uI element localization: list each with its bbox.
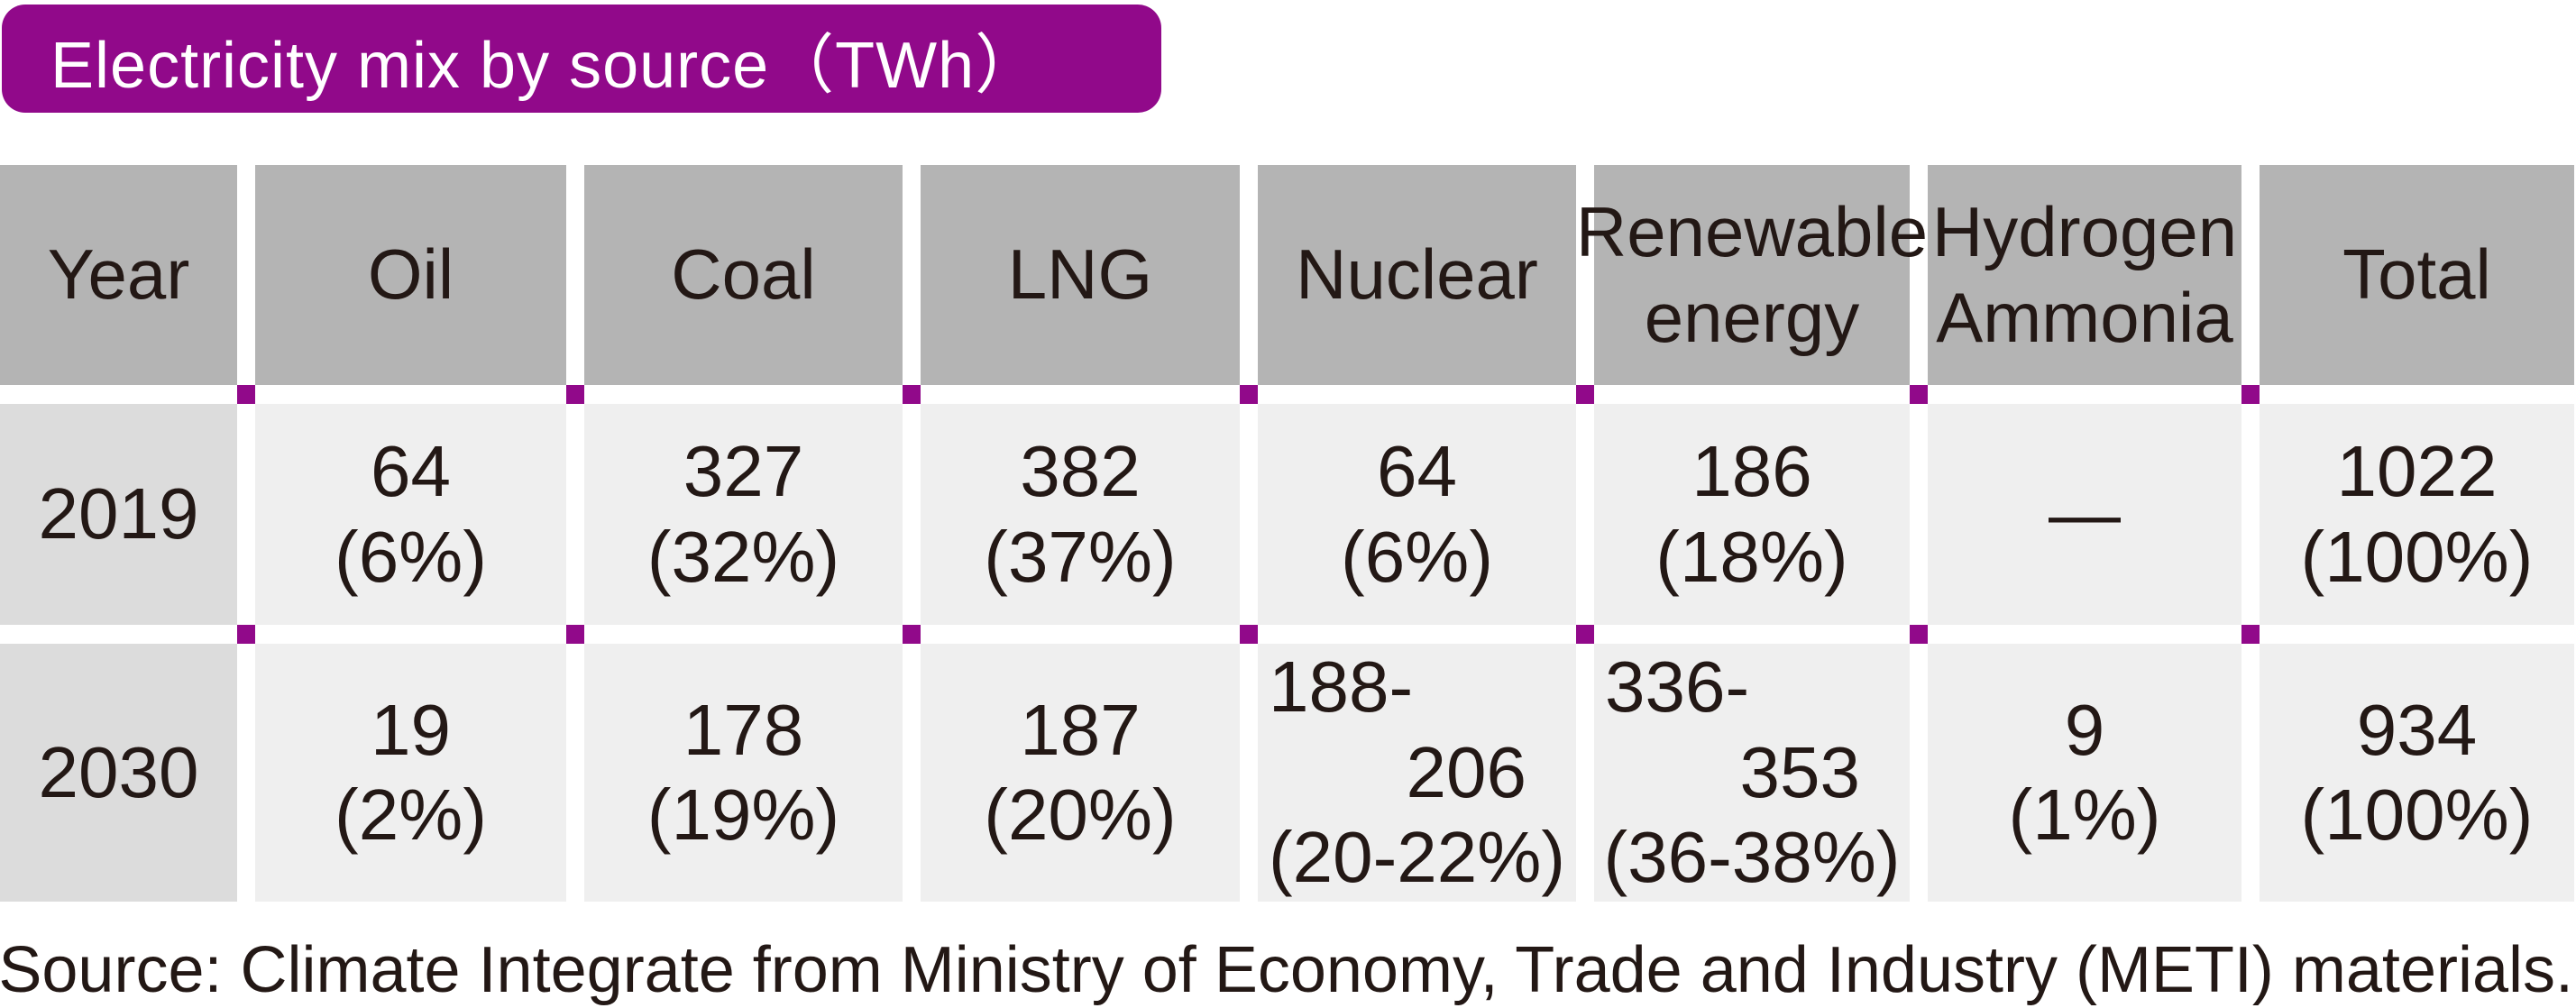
source-note: Source: Climate Integrate from Ministry … — [0, 934, 2573, 1006]
cell-line: 64 — [371, 431, 451, 512]
cell-line: (1%) — [2008, 774, 2161, 855]
cell-2019-lng: 382 (37%) — [921, 404, 1240, 625]
cell-line: (37%) — [984, 516, 1177, 597]
cell-line: (6%) — [335, 516, 487, 597]
cell-2019-oil: 64 (6%) — [255, 404, 566, 625]
cell-line: 9 — [2064, 689, 2105, 770]
cell-2019-coal: 327 (32%) — [584, 404, 903, 625]
cell-2030-nuclear: 188- 206 (20-22%) — [1258, 644, 1576, 902]
cell-2019-renewable: 186 (18%) — [1594, 404, 1910, 625]
grid-marker — [237, 385, 255, 404]
grid-marker — [1910, 625, 1928, 644]
figure-title: Electricity mix by source（TWh） — [50, 29, 1041, 102]
cell-line: (100%) — [2300, 774, 2534, 855]
cell-line: 382 — [1020, 431, 1141, 512]
header-cell-year: Year — [0, 165, 237, 385]
cell-2030-year: 2030 — [0, 644, 237, 902]
grid-marker — [2241, 385, 2260, 404]
cell-line: 187 — [1020, 689, 1141, 770]
cell-2030-coal: 178 (19%) — [584, 644, 903, 902]
cell-2019-nuclear: 64 (6%) — [1258, 404, 1576, 625]
cell-line: 64 — [1377, 431, 1457, 512]
cell-line: (36-38%) — [1603, 817, 1901, 898]
header-cell-nuclear: Nuclear — [1258, 165, 1576, 385]
cell-line: 186 — [1691, 431, 1812, 512]
cell-line: 336- — [1605, 646, 1750, 728]
cell-line: 206 — [1406, 731, 1526, 812]
header-cell-oil: Oil — [255, 165, 566, 385]
cell-line: 353 — [1739, 731, 1860, 812]
cell-line: (20-22%) — [1268, 817, 1566, 898]
grid-marker — [237, 625, 255, 644]
grid-marker — [1240, 385, 1258, 404]
cell-line-dash: — — [2049, 473, 2121, 554]
cell-2030-hydrogen: 9 (1%) — [1928, 644, 2241, 902]
cell-line: 327 — [683, 431, 804, 512]
grid-marker — [1576, 385, 1594, 404]
grid-marker — [1576, 625, 1594, 644]
cell-2019-year: 2019 — [0, 404, 237, 625]
header-cell-total: Total — [2260, 165, 2574, 385]
cell-line: 19 — [371, 689, 451, 770]
grid-marker — [1240, 625, 1258, 644]
cell-line: 178 — [683, 689, 804, 770]
grid-marker — [566, 385, 584, 404]
cell-line: 188- — [1269, 646, 1414, 728]
header-cell-coal: Coal — [584, 165, 903, 385]
cell-2030-oil: 19 (2%) — [255, 644, 566, 902]
cell-line: 934 — [2356, 689, 2478, 770]
cell-2019-total: 1022 (100%) — [2260, 404, 2574, 625]
cell-2030-total: 934 (100%) — [2260, 644, 2574, 902]
cell-line: (19%) — [646, 774, 840, 855]
cell-line: (32%) — [646, 516, 840, 597]
grid-marker — [566, 625, 584, 644]
header-cell-hydrogen: Hydrogen Ammonia — [1928, 165, 2241, 385]
header-cell-renewable: Renewable energy — [1576, 165, 1928, 385]
grid-marker — [1910, 385, 1928, 404]
electricity-mix-table: Year Oil Coal LNG Nuclear Renewable ener… — [0, 165, 2574, 902]
header-cell-lng: LNG — [921, 165, 1240, 385]
grid-marker — [2241, 625, 2260, 644]
cell-line: (100%) — [2300, 516, 2534, 597]
title-badge: Electricity mix by source（TWh） — [2, 5, 1161, 113]
cell-line: (18%) — [1655, 516, 1848, 597]
cell-line: (6%) — [1341, 516, 1493, 597]
cell-2019-hydrogen: — — [1928, 404, 2241, 625]
cell-line: (2%) — [335, 774, 487, 855]
cell-2030-renewable: 336- 353 (36-38%) — [1594, 644, 1910, 902]
cell-line: (20%) — [984, 774, 1177, 855]
grid-marker — [903, 385, 921, 404]
cell-line: 1022 — [2336, 431, 2498, 512]
cell-2030-lng: 187 (20%) — [921, 644, 1240, 902]
grid-marker — [903, 625, 921, 644]
